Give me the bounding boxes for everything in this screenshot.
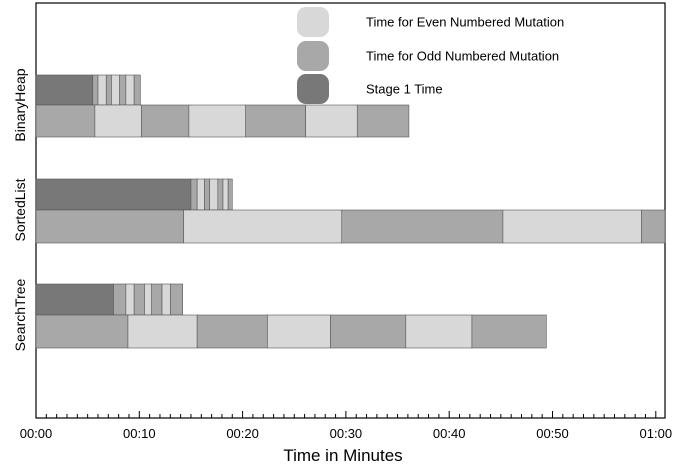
x-tick-label: 00:40 <box>433 426 466 441</box>
bar-segment-searchtree-stage1-row-odd <box>169 283 183 316</box>
bar-segment-sortedlist-stage1-row-odd <box>217 178 224 211</box>
legend: Time for Even Numbered Mutation Time for … <box>297 7 564 104</box>
bar-segment-sortedlist-stage1-row-even <box>222 178 229 211</box>
bar-segment-binaryheap-mutation-row-even <box>94 104 142 138</box>
legend-label-odd: Time for Odd Numbered Mutation <box>366 49 559 64</box>
bar-segment-sortedlist-stage1-row-even <box>196 178 205 211</box>
bar-segment-searchtree-mutation-row-odd <box>35 314 129 349</box>
x-ticks: 00:00 00:10 00:20 00:30 00:40 00:50 01:00 <box>20 411 672 441</box>
bar-segment-sortedlist-stage1-row-even <box>209 178 219 211</box>
bar-segment-searchtree-mutation-row-even <box>405 314 473 349</box>
bar-segment-searchtree-mutation-row-odd <box>471 314 547 349</box>
bar-segment-sortedlist-stage1-row-stage1 <box>35 178 192 211</box>
bar-segment-searchtree-mutation-row-odd <box>196 314 268 349</box>
x-axis-title: Time in Minutes <box>283 446 402 465</box>
bar-segment-sortedlist-mutation-row-odd <box>341 209 504 244</box>
bar-segment-binaryheap-stage1-row-odd <box>133 74 141 106</box>
bar-segment-binaryheap-mutation-row-odd <box>356 104 410 138</box>
bar-segment-searchtree-stage1-row-even <box>161 283 171 316</box>
x-tick-label: 00:10 <box>123 426 156 441</box>
x-tick-label: 00:00 <box>20 426 53 441</box>
bar-segment-binaryheap-stage1-row-odd <box>105 74 112 106</box>
bar-segment-binaryheap-mutation-row-odd <box>141 104 190 138</box>
bar-segment-sortedlist-stage1-row-odd <box>227 178 233 211</box>
category-label-sortedlist: SortedList <box>12 178 28 241</box>
bar-segment-sortedlist-mutation-row-even <box>183 209 343 244</box>
bar-segment-searchtree-mutation-row-even <box>267 314 331 349</box>
legend-swatch-odd <box>297 41 329 71</box>
bar-segment-searchtree-stage1-row-odd <box>113 283 127 316</box>
bar-segment-binaryheap-stage1-row-odd <box>92 74 99 106</box>
bar-segment-searchtree-mutation-row-even <box>127 314 198 349</box>
bar-segment-searchtree-stage1-row-odd <box>151 283 163 316</box>
bar-segment-sortedlist-stage1-row-odd <box>190 178 198 211</box>
bar-segment-sortedlist-mutation-row-odd <box>35 209 185 244</box>
legend-swatch-even <box>297 7 329 37</box>
bar-segment-sortedlist-mutation-row-even <box>502 209 642 244</box>
legend-label-stage1: Stage 1 Time <box>366 82 443 97</box>
bar-segment-binaryheap-mutation-row-odd <box>35 104 96 138</box>
bar-segment-binaryheap-stage1-row-odd <box>119 74 127 106</box>
x-tick-label: 01:00 <box>640 426 673 441</box>
bar-segment-searchtree-stage1-row-stage1 <box>35 283 114 316</box>
legend-label-even: Time for Even Numbered Mutation <box>366 15 564 30</box>
bar-segment-binaryheap-mutation-row-odd <box>245 104 306 138</box>
bar-segment-searchtree-stage1-row-even <box>144 283 152 316</box>
x-tick-label: 00:50 <box>536 426 569 441</box>
category-label-searchtree: SearchTree <box>12 278 28 351</box>
category-label-binaryheap: BinaryHeap <box>12 68 28 141</box>
bars-layer <box>35 74 666 349</box>
bar-segment-sortedlist-stage1-row-odd <box>204 178 210 211</box>
bar-segment-sortedlist-mutation-row-odd <box>641 209 666 244</box>
bar-segment-searchtree-mutation-row-odd <box>330 314 407 349</box>
bar-segment-binaryheap-stage1-row-stage1 <box>35 74 94 106</box>
x-tick-label: 00:20 <box>226 426 259 441</box>
bar-segment-binaryheap-mutation-row-even <box>188 104 246 138</box>
bar-segment-searchtree-stage1-row-odd <box>133 283 145 316</box>
bar-segment-binaryheap-stage1-row-even <box>97 74 107 106</box>
bar-segment-searchtree-stage1-row-even <box>125 283 135 316</box>
bar-segment-binaryheap-mutation-row-even <box>305 104 358 138</box>
x-tick-label: 00:30 <box>330 426 363 441</box>
legend-swatch-stage1 <box>297 74 329 104</box>
bar-segment-binaryheap-stage1-row-even <box>111 74 120 106</box>
category-labels: BinaryHeap SortedList SearchTree <box>12 68 28 351</box>
bar-segment-binaryheap-stage1-row-even <box>125 74 135 106</box>
